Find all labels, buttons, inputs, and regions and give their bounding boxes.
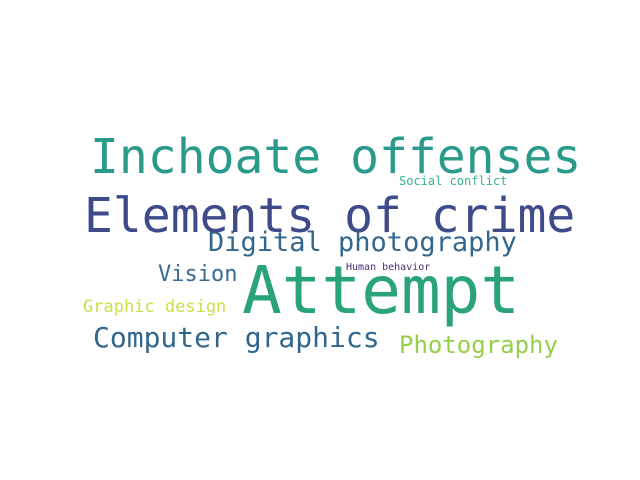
- word-graphic-design: Graphic design: [83, 297, 227, 317]
- word-photography: Photography: [399, 331, 558, 359]
- word-inchoate-offenses: Inchoate offenses: [90, 129, 582, 185]
- word-social-conflict: Social conflict: [399, 174, 508, 188]
- word-attempt: Attempt: [242, 252, 521, 329]
- word-computer-graphics: Computer graphics: [93, 321, 380, 354]
- word-human-behavior: Human behavior: [346, 262, 431, 273]
- word-vision: Vision: [158, 262, 238, 287]
- word-elements-of-crime: Elements of crime: [84, 188, 576, 244]
- word-digital-photography: Digital photography: [208, 227, 517, 258]
